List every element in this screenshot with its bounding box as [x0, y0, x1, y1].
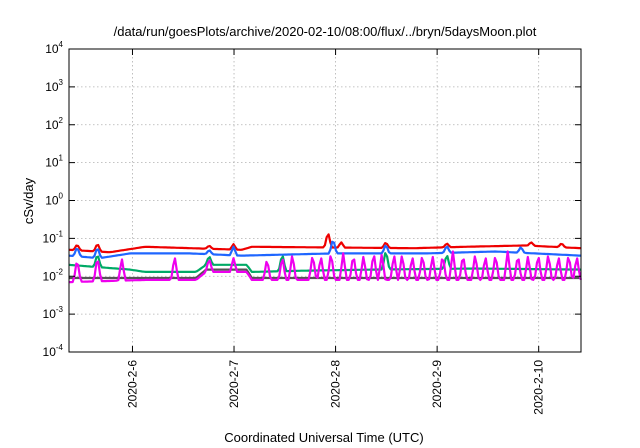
x-tick-label: 2020-2-8 — [329, 360, 343, 408]
series-line — [68, 252, 581, 273]
y-axis: 10-4 10-3 10-2 10-1 100 101 102 103 104 — [43, 40, 581, 359]
y-axis-title: cSv/day — [21, 177, 36, 224]
chart-title: /data/run/goesPlots/archive/2020-02-10/0… — [114, 24, 537, 39]
series-line — [69, 250, 582, 284]
x-axis: 2020-2-6 2020-2-7 2020-2-8 2020-2-9 2020-2-1… — [125, 49, 546, 415]
x-tick-label: 2020-2-10 — [532, 360, 546, 415]
y-tick-label: 103 — [45, 78, 63, 94]
series-line — [68, 233, 581, 254]
grid — [69, 49, 581, 352]
y-tick-label: 10-2 — [43, 267, 64, 283]
y-tick-label: 104 — [45, 40, 63, 56]
x-tick-label: 2020-2-6 — [125, 360, 139, 408]
x-tick-label: 2020-2-7 — [227, 360, 241, 408]
y-tick-label: 10-4 — [43, 343, 64, 359]
x-axis-title: Coordinated Universal Time (UTC) — [224, 430, 423, 445]
y-tick-label: 100 — [45, 192, 63, 208]
y-tick-label: 10-3 — [43, 305, 64, 321]
y-tick-label: 101 — [45, 154, 63, 170]
plot-frame — [68, 48, 582, 353]
series-line — [68, 240, 581, 259]
y-tick-label: 102 — [45, 116, 63, 132]
y-tick-label: 10-1 — [43, 229, 64, 245]
x-tick-label: 2020-2-9 — [430, 360, 444, 408]
plot-area — [68, 233, 582, 284]
